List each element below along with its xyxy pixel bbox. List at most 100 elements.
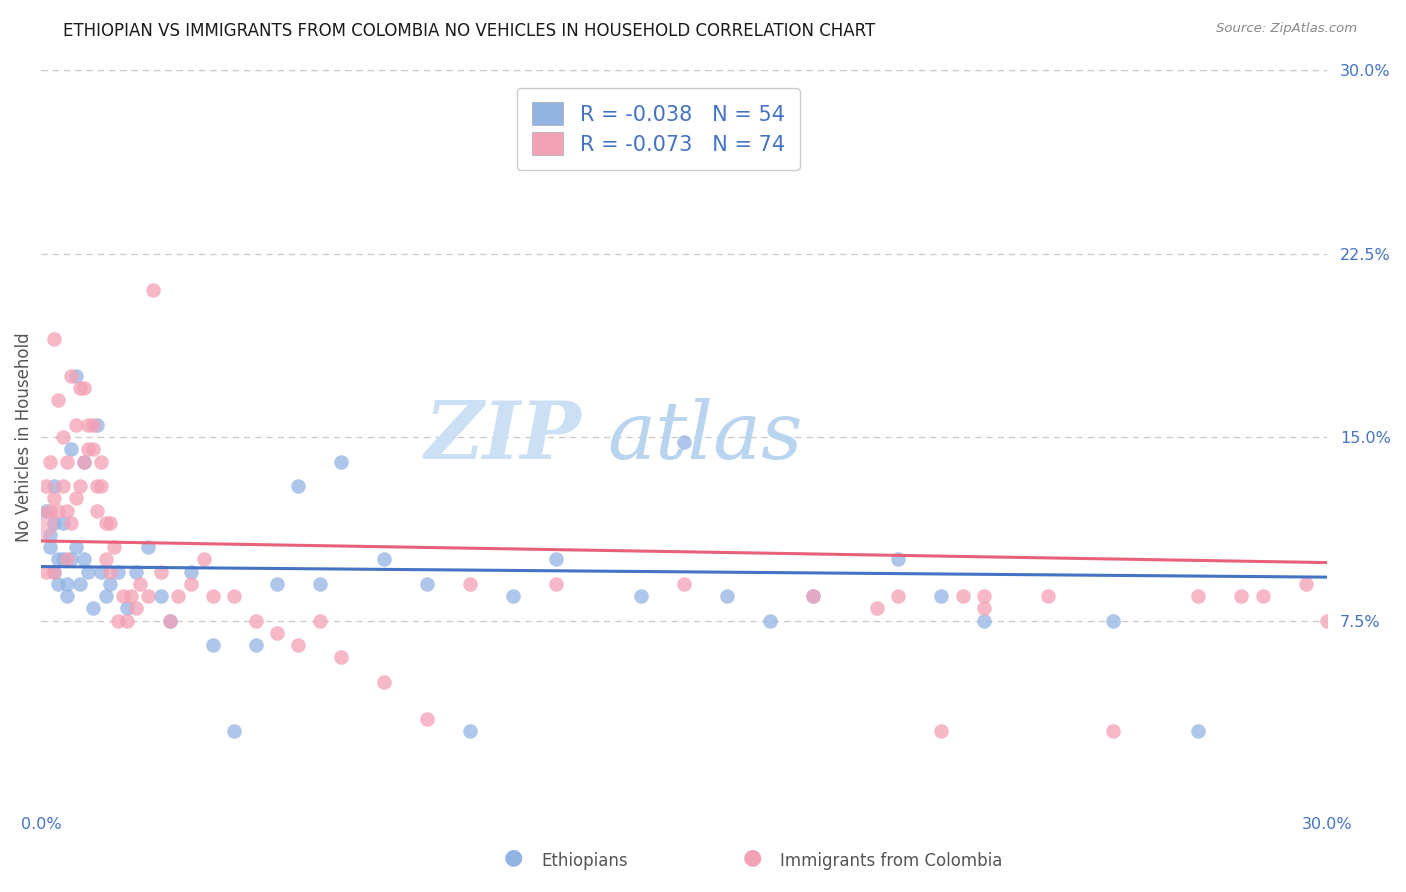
Point [1101, 723, 1123, 738]
Text: ETHIOPIAN VS IMMIGRANTS FROM COLOMBIA NO VEHICLES IN HOUSEHOLD CORRELATION CHART: ETHIOPIAN VS IMMIGRANTS FROM COLOMBIA NO… [63, 22, 876, 40]
Point [138, 589, 160, 603]
Point [373, 674, 395, 689]
Point [887, 589, 910, 603]
Point [973, 614, 995, 628]
Point [801, 589, 824, 603]
Point [30, 516, 52, 530]
Point [201, 638, 224, 652]
Point [69, 381, 91, 395]
Point [458, 723, 481, 738]
Point [44, 565, 66, 579]
Point [73, 552, 96, 566]
Point [1187, 723, 1209, 738]
Point [38, 454, 60, 468]
Text: Ethiopians: Ethiopians [541, 852, 628, 870]
Point [193, 552, 215, 566]
Point [73, 454, 96, 468]
Point [544, 577, 567, 591]
Point [90, 479, 112, 493]
Point [44, 479, 66, 493]
Point [56, 589, 79, 603]
Point [1251, 589, 1274, 603]
Point [150, 565, 173, 579]
Point [929, 723, 952, 738]
Point [48, 393, 70, 408]
Point [929, 589, 952, 603]
Point [1295, 577, 1317, 591]
Point [245, 638, 267, 652]
Point [52, 430, 75, 444]
Point [60, 516, 83, 530]
Point [1038, 589, 1060, 603]
Point [330, 454, 353, 468]
Point [309, 614, 332, 628]
Point [86, 503, 108, 517]
Point [38, 503, 60, 517]
Point [142, 283, 165, 297]
Point [56, 454, 79, 468]
Point [86, 417, 108, 432]
Point [94, 552, 117, 566]
Point [673, 577, 696, 591]
Point [973, 589, 995, 603]
Point [128, 577, 150, 591]
Point [801, 589, 824, 603]
Point [94, 516, 117, 530]
Point [120, 589, 142, 603]
Point [159, 614, 181, 628]
Point [90, 454, 112, 468]
Point [69, 577, 91, 591]
Point [65, 541, 87, 555]
Point [34, 503, 56, 517]
Point [98, 577, 121, 591]
Point [86, 479, 108, 493]
Text: ZIP: ZIP [425, 399, 581, 476]
Point [60, 368, 83, 383]
Point [107, 614, 129, 628]
Point [82, 601, 104, 615]
Point [65, 417, 87, 432]
Point [630, 589, 652, 603]
Point [94, 589, 117, 603]
Point [952, 589, 974, 603]
Point [44, 516, 66, 530]
Point [973, 601, 995, 615]
Point [287, 479, 309, 493]
Point [44, 565, 66, 579]
Point [103, 541, 125, 555]
Point [73, 454, 96, 468]
Point [98, 565, 121, 579]
Point [60, 442, 83, 457]
Point [159, 614, 181, 628]
Point [458, 577, 481, 591]
Y-axis label: No Vehicles in Household: No Vehicles in Household [15, 333, 32, 542]
Point [266, 577, 288, 591]
Point [38, 528, 60, 542]
Point [138, 541, 160, 555]
Point [309, 577, 332, 591]
Point [416, 712, 439, 726]
Point [48, 577, 70, 591]
Point [1187, 589, 1209, 603]
Point [716, 589, 738, 603]
Point [82, 442, 104, 457]
Text: ●: ● [503, 847, 523, 867]
Point [65, 491, 87, 506]
Legend: R = -0.038   N = 54, R = -0.073   N = 74: R = -0.038 N = 54, R = -0.073 N = 74 [517, 87, 800, 169]
Point [224, 723, 246, 738]
Point [98, 516, 121, 530]
Point [107, 565, 129, 579]
Point [373, 552, 395, 566]
Point [56, 552, 79, 566]
Text: Immigrants from Colombia: Immigrants from Colombia [780, 852, 1002, 870]
Point [124, 601, 146, 615]
Point [1316, 614, 1339, 628]
Point [266, 626, 288, 640]
Point [180, 565, 202, 579]
Point [34, 565, 56, 579]
Point [150, 589, 173, 603]
Point [544, 552, 567, 566]
Point [167, 589, 190, 603]
Point [866, 601, 889, 615]
Point [287, 638, 309, 652]
